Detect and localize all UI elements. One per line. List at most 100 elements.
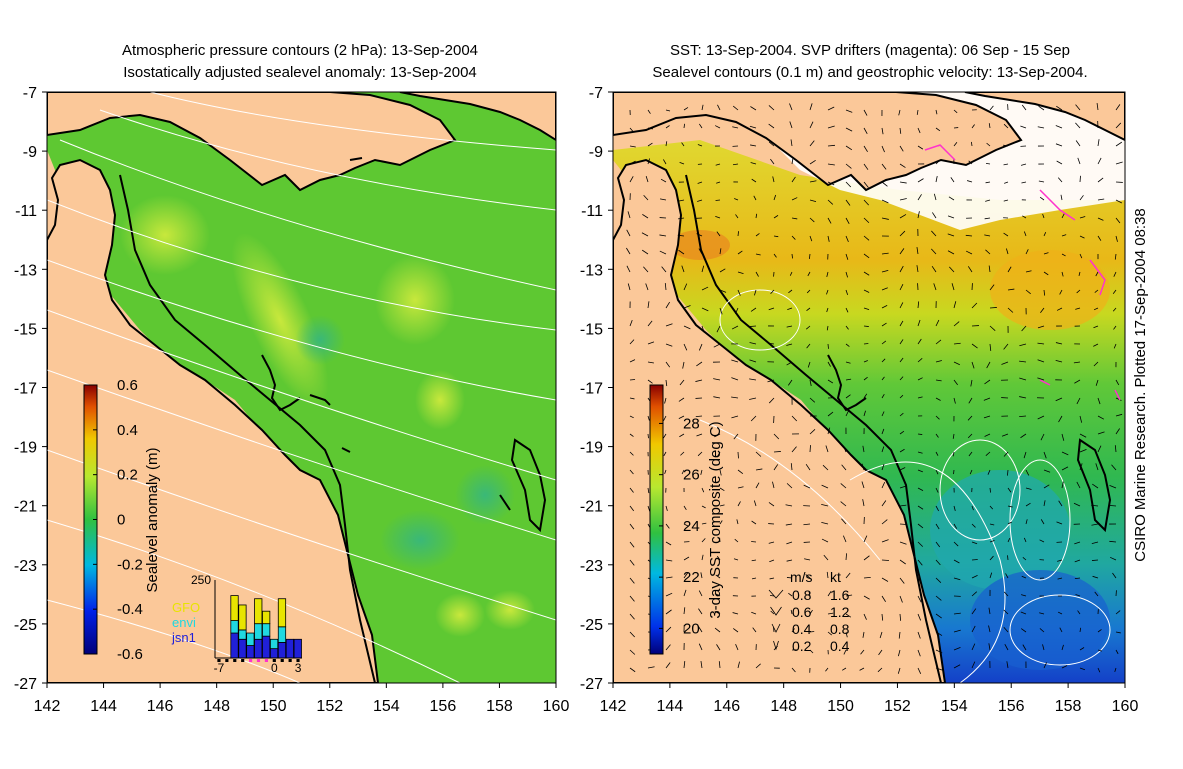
r-xtick-label-150: 150 [827, 698, 854, 715]
velocity-vector-479 [678, 415, 685, 419]
velocity-vector-560 [629, 469, 634, 475]
velocity-vector-378 [881, 340, 887, 345]
velocity-vector-276 [1061, 271, 1064, 277]
velocity-vector-567 [755, 468, 763, 471]
velocity-vector-365 [647, 341, 655, 345]
velocity-vector-496 [983, 415, 991, 419]
velocity-vector-57 [647, 142, 653, 147]
velocity-vector-622 [737, 501, 741, 507]
hist-legend-GFO: GFO [172, 600, 200, 615]
velocity-vector-792 [770, 610, 775, 615]
velocity-vector-730 [665, 576, 673, 579]
velocity-vector-711 [823, 554, 829, 561]
velocity-vector-23 [1038, 105, 1045, 111]
velocity-vector-797 [863, 613, 867, 620]
velocity-vector-286 [737, 289, 741, 296]
velocity-vector-265 [863, 271, 870, 276]
velocity-vector-882 [877, 667, 883, 673]
velocity-vector-568 [773, 464, 779, 471]
velocity-vector-524 [984, 433, 991, 437]
velocity-vector-887 [971, 661, 976, 669]
velocity-vector-768 [845, 594, 853, 597]
velocity-vector-133 [1004, 181, 1009, 184]
velocity-vector-367 [683, 343, 688, 351]
velocity-vector-393 [647, 361, 654, 364]
velocity-key-ms-1: 0.6 [792, 604, 812, 620]
l-ytick-label--25: -25 [14, 617, 37, 634]
velocity-vector-498 [1019, 415, 1027, 418]
velocity-vector-228 [698, 248, 703, 255]
velocity-vector-752 [1057, 577, 1063, 580]
velocity-vector-609 [1007, 487, 1012, 493]
velocity-vector-30 [665, 125, 670, 129]
l-ytick-label--7: -7 [23, 85, 37, 102]
velocity-vector-697 [1074, 541, 1081, 545]
hist-bar-jsn1-7 [269, 648, 279, 659]
velocity-vector-442 [1019, 377, 1027, 381]
velocity-vector-423 [679, 379, 685, 386]
velocity-vector-83 [1115, 141, 1123, 147]
velocity-vector-509 [714, 433, 721, 438]
velocity-vector-292 [845, 289, 849, 296]
velocity-vector-488 [845, 410, 849, 417]
velocity-vector-616 [629, 505, 635, 512]
velocity-vector-147 [753, 195, 757, 201]
velocity-key-ms-3: 0.2 [792, 638, 812, 654]
velocity-vector-173 [715, 216, 721, 219]
velocity-vector-289 [788, 289, 793, 294]
velocity-vector-403 [827, 361, 831, 367]
velocity-key-rows: 0.8 1.60.6 1.20.4 0.80.2 0.4 [768, 587, 850, 654]
velocity-vector-778 [1021, 594, 1027, 597]
velocity-vector-85 [647, 158, 650, 165]
velocity-vector-821 [791, 628, 795, 633]
velocity-vector-753 [1074, 577, 1081, 580]
left-map-area [47, 92, 556, 683]
velocity-vector-602 [881, 481, 886, 489]
hist-xtick-0: 0 [271, 661, 278, 675]
velocity-vector-545 [862, 445, 865, 453]
velocity-vector-392 [629, 359, 636, 363]
velocity-vector-154 [881, 199, 889, 204]
velocity-vector-218 [1023, 231, 1027, 237]
velocity-vector-171 [678, 217, 685, 220]
velocity-vector-297 [933, 283, 937, 291]
velocity-vector-340 [701, 325, 705, 333]
velocity-vector-98 [881, 163, 887, 170]
velocity-vector-275 [1043, 271, 1049, 276]
sst-colorbar [649, 384, 664, 655]
velocity-vector-717 [935, 559, 941, 566]
velocity-vector-510 [733, 433, 739, 440]
velocity-key-arrow-2 [771, 623, 781, 633]
reef-contour [119, 174, 376, 683]
velocity-vector-119 [751, 178, 757, 183]
velocity-vector-656 [841, 518, 847, 525]
velocity-vector-603 [899, 485, 906, 489]
velocity-vector-871 [683, 661, 686, 669]
l-ytick-label--21: -21 [14, 499, 37, 516]
velocity-vector-559 [1114, 445, 1117, 453]
velocity-vector-111 [1115, 161, 1123, 165]
velocity-vector-4 [701, 104, 704, 111]
velocity-vector-765 [788, 592, 793, 597]
sst-cb-label-1: 26 [683, 467, 700, 484]
velocity-vector-302 [1025, 289, 1031, 295]
velocity-key-ms-0: 0.8 [792, 587, 812, 603]
velocity-vector-811 [1115, 610, 1121, 615]
velocity-vector-519 [899, 430, 905, 435]
l-xtick-label-156: 156 [430, 698, 457, 715]
velocity-vector-182 [881, 217, 889, 220]
l-ytick-label--19: -19 [14, 440, 37, 457]
velocity-vector-807 [1039, 612, 1045, 615]
velocity-vector-52 [1055, 125, 1063, 129]
velocity-vector-131 [967, 180, 973, 183]
velocity-vector-153 [863, 199, 870, 206]
velocity-vector-447 [1115, 379, 1120, 386]
velocity-vector-726 [1091, 559, 1099, 561]
velocity-vector-157 [933, 193, 937, 201]
velocity-vector-787 [683, 607, 686, 615]
velocity-vector-179 [827, 217, 832, 224]
velocity-vector-749 [1005, 573, 1009, 579]
velocity-vector-739 [826, 571, 829, 579]
velocity-vector-219 [1043, 232, 1047, 237]
